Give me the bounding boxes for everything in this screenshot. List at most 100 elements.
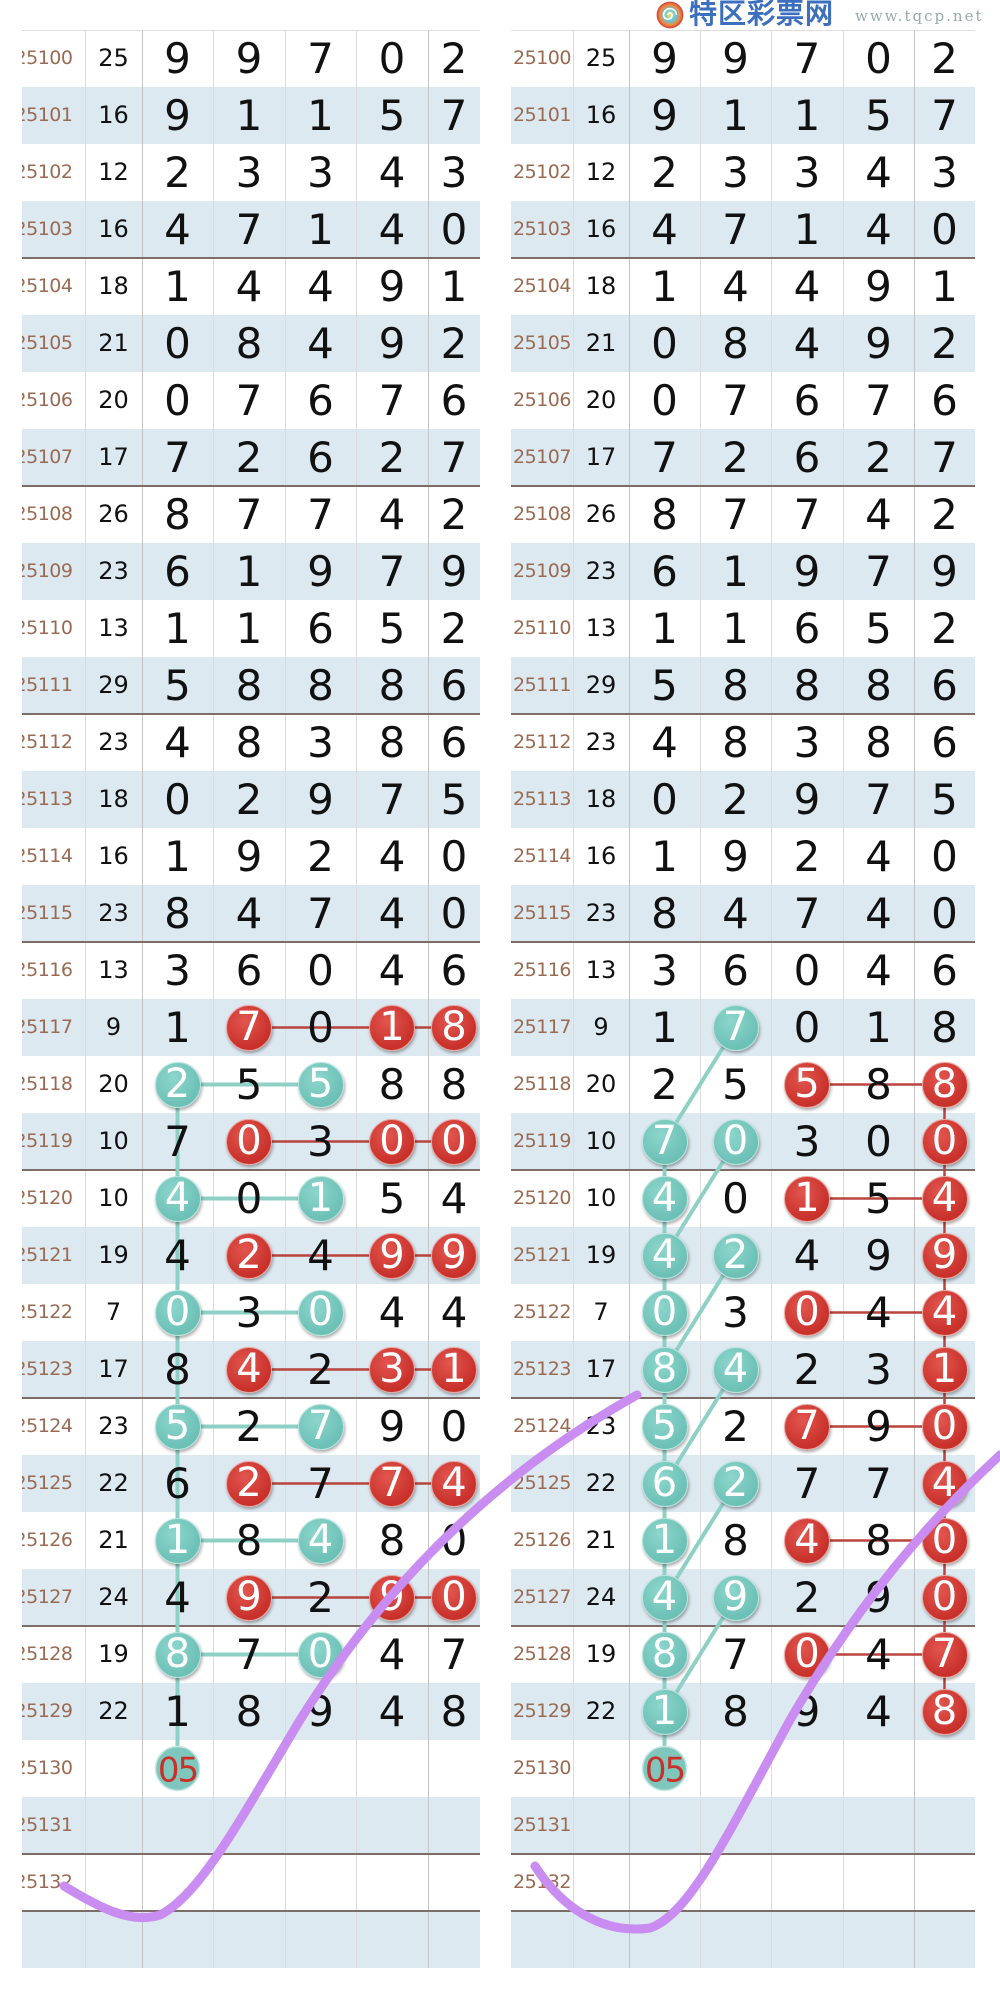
red-ball-digit: 9 bbox=[914, 1227, 975, 1284]
red-ball-digit: 0 bbox=[771, 1626, 843, 1683]
digit-cell: 4 bbox=[164, 1573, 191, 1622]
digit-cell bbox=[428, 1740, 480, 1797]
period-number: 25117 bbox=[513, 1016, 571, 1038]
sum-value: 12 bbox=[585, 158, 617, 186]
teal-ball-digit: 0 bbox=[285, 1284, 356, 1341]
digit-cell: 2 bbox=[931, 319, 958, 368]
red-ball-digit: 8 bbox=[428, 999, 480, 1056]
column-divider bbox=[843, 30, 844, 1968]
digit-cell bbox=[771, 1911, 843, 1968]
digit-cell: 5 bbox=[865, 1174, 892, 1223]
digit-cell: 5 bbox=[378, 91, 406, 140]
digit-cell: 6 bbox=[651, 547, 678, 596]
digit-cell: 1 bbox=[164, 1687, 191, 1736]
digit-cell: 7 bbox=[307, 889, 334, 938]
period-number: 25116 bbox=[513, 959, 571, 981]
column-divider bbox=[285, 30, 286, 1968]
group-separator bbox=[22, 1169, 480, 1171]
period-number: 25115 bbox=[513, 902, 571, 924]
digit-cell: 7 bbox=[307, 490, 334, 539]
group-separator bbox=[511, 941, 975, 943]
sum-value: 22 bbox=[585, 1469, 617, 1497]
digit-cell: 1 bbox=[307, 91, 334, 140]
digit-cell: 8 bbox=[793, 661, 821, 710]
digit-cell: 0 bbox=[307, 1003, 334, 1052]
sum-value: 23 bbox=[585, 1412, 617, 1440]
digit-cell: 3 bbox=[307, 1117, 334, 1166]
digit-cell: 2 bbox=[722, 775, 749, 824]
digit-cell: 4 bbox=[378, 889, 406, 938]
digit-cell: 4 bbox=[307, 1231, 334, 1280]
digit-cell: 4 bbox=[793, 319, 821, 368]
table-top-border bbox=[22, 30, 480, 31]
digit-cell: 2 bbox=[307, 1573, 334, 1622]
sum-value: 16 bbox=[585, 215, 617, 243]
digit-cell: 8 bbox=[440, 1687, 468, 1736]
period-number: 25123 bbox=[22, 1358, 73, 1380]
sum-value: 24 bbox=[98, 1583, 129, 1611]
digit-cell: 2 bbox=[651, 1060, 678, 1109]
sum-value: 23 bbox=[98, 728, 129, 756]
digit-cell bbox=[843, 1797, 914, 1854]
sum-value bbox=[85, 1854, 142, 1911]
period-number: 25129 bbox=[22, 1700, 73, 1722]
digit-cell: 2 bbox=[722, 433, 749, 482]
digit-cell: 7 bbox=[307, 1459, 334, 1508]
digit-cell: 4 bbox=[865, 832, 892, 881]
digit-cell: 7 bbox=[235, 376, 263, 425]
teal-ball-digit: 6 bbox=[629, 1455, 700, 1512]
digit-cell: 7 bbox=[164, 433, 191, 482]
digit-cell bbox=[213, 1797, 285, 1854]
red-ball-digit: 4 bbox=[914, 1455, 975, 1512]
digit-cell: 7 bbox=[793, 1459, 821, 1508]
digit-cell: 4 bbox=[793, 262, 821, 311]
digit-cell: 0 bbox=[931, 832, 958, 881]
digit-cell bbox=[914, 1740, 975, 1797]
digit-cell: 9 bbox=[931, 547, 958, 596]
digit-cell bbox=[629, 1911, 700, 1968]
period-number: 25114 bbox=[513, 845, 571, 867]
digit-cell: 4 bbox=[164, 718, 191, 767]
digit-cell: 0 bbox=[164, 376, 191, 425]
digit-cell: 2 bbox=[931, 490, 958, 539]
digit-cell: 7 bbox=[722, 205, 749, 254]
period-number: 25112 bbox=[513, 731, 571, 753]
digit-cell: 0 bbox=[440, 1402, 468, 1451]
site-logo: 特区彩票网 www.tqcp.net bbox=[655, 0, 1000, 30]
red-ball-digit: 8 bbox=[914, 1056, 975, 1113]
digit-cell: 9 bbox=[793, 775, 821, 824]
red-ball-digit: 2 bbox=[213, 1227, 285, 1284]
digit-cell: 1 bbox=[235, 91, 263, 140]
sum-value: 16 bbox=[585, 101, 617, 129]
digit-cell: 2 bbox=[307, 832, 334, 881]
digit-cell: 0 bbox=[793, 1003, 821, 1052]
period-number: 25100 bbox=[22, 47, 73, 69]
sum-value: 18 bbox=[585, 785, 617, 813]
digit-cell: 4 bbox=[378, 148, 406, 197]
sum-value: 24 bbox=[585, 1583, 617, 1611]
digit-cell: 8 bbox=[722, 718, 749, 767]
digit-cell: 9 bbox=[235, 832, 263, 881]
period-number: 25106 bbox=[22, 389, 73, 411]
digit-cell: 0 bbox=[164, 775, 191, 824]
period-number: 25132 bbox=[513, 1871, 571, 1893]
period-number: 25126 bbox=[22, 1529, 73, 1551]
digit-cell: 9 bbox=[865, 1573, 892, 1622]
teal-ball-digit: 2 bbox=[700, 1227, 771, 1284]
digit-cell: 6 bbox=[307, 604, 334, 653]
digit-cell: 9 bbox=[865, 319, 892, 368]
column-divider bbox=[85, 30, 86, 1968]
period-number: 25107 bbox=[22, 446, 73, 468]
teal-ball-digit: 4 bbox=[629, 1227, 700, 1284]
sum-value: 19 bbox=[98, 1241, 129, 1269]
sum-value: 13 bbox=[98, 956, 129, 984]
group-separator bbox=[511, 1397, 975, 1399]
